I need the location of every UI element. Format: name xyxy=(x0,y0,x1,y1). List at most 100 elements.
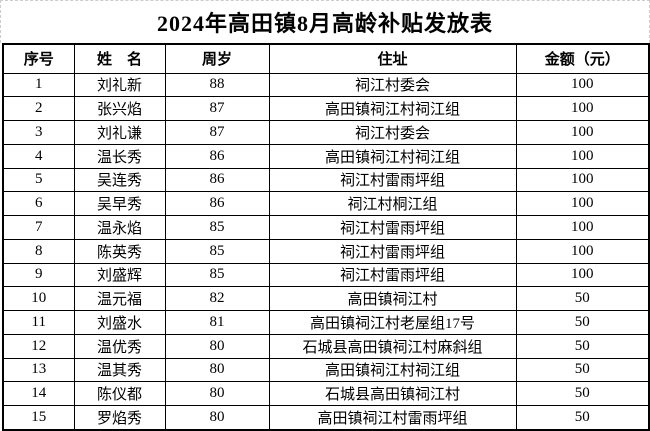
cell-name: 吴早秀 xyxy=(73,191,166,216)
cell-no: 9 xyxy=(2,262,75,288)
table-body: 1 刘礼新 88 祠江村委会 100 2 张兴焰 87 高田镇祠江村祠江组 100 3 刘礼谦 87 祠江… xyxy=(2,72,650,431)
cell-address: 高田镇祠江村祠江组 xyxy=(268,357,517,383)
cell-address: 高田镇祠江村祠江组 xyxy=(268,143,517,169)
cell-amount: 100 xyxy=(515,143,650,169)
cell-no: 7 xyxy=(2,215,75,240)
cell-amount: 100 xyxy=(515,191,650,216)
table-row: 9 刘盛辉 85 祠江村雷雨坪组 100 xyxy=(2,262,650,288)
cell-amount: 100 xyxy=(515,120,650,145)
cell-age: 85 xyxy=(164,215,270,240)
cell-no: 6 xyxy=(2,191,75,216)
cell-age: 85 xyxy=(164,238,270,264)
cell-amount: 100 xyxy=(515,215,650,240)
cell-address: 祠江村雷雨坪组 xyxy=(268,238,517,264)
cell-age: 85 xyxy=(164,262,270,288)
cell-amount: 50 xyxy=(515,286,650,311)
table-row: 3 刘礼谦 87 祠江村委会 100 xyxy=(2,120,650,145)
cell-amount: 50 xyxy=(515,405,650,431)
cell-name: 温长秀 xyxy=(73,143,166,169)
subsidy-table: 序号 姓 名 周岁 住址 金额（元） 1 刘礼新 88 祠江村委会 100 2 张兴焰 87 高… xyxy=(2,43,650,431)
cell-address: 祠江村委会 xyxy=(268,72,517,98)
cell-no: 13 xyxy=(2,357,75,383)
table-row: 13 温其秀 80 高田镇祠江村祠江组 50 xyxy=(2,357,650,383)
cell-age: 82 xyxy=(164,286,270,311)
cell-age: 86 xyxy=(164,143,270,169)
cell-address: 祠江村委会 xyxy=(268,120,517,145)
cell-no: 14 xyxy=(2,381,75,406)
column-header-name: 姓 名 xyxy=(73,43,166,74)
cell-name: 张兴焰 xyxy=(73,96,166,121)
table-row: 6 吴早秀 86 祠江村桐江组 100 xyxy=(2,191,650,216)
cell-name: 刘礼新 xyxy=(73,72,166,98)
cell-age: 81 xyxy=(164,310,270,335)
cell-name: 温其秀 xyxy=(73,357,166,383)
cell-no: 12 xyxy=(2,333,75,359)
cell-age: 86 xyxy=(164,167,270,193)
cell-name: 吴连秀 xyxy=(73,167,166,193)
table-row: 14 陈仪都 80 石城县高田镇祠江村 50 xyxy=(2,381,650,406)
column-header-age: 周岁 xyxy=(164,43,270,74)
cell-no: 11 xyxy=(2,310,75,335)
cell-age: 88 xyxy=(164,72,270,98)
page-title: 2024年高田镇8月高龄补贴发放表 xyxy=(156,11,493,36)
column-header-amount: 金额（元） xyxy=(515,43,650,74)
cell-address: 祠江村雷雨坪组 xyxy=(268,262,517,288)
cell-address: 高田镇祠江村 xyxy=(268,286,517,311)
column-header-no: 序号 xyxy=(2,43,75,74)
table-row: 12 温优秀 80 石城县高田镇祠江村麻斜组 50 xyxy=(2,333,650,359)
cell-no: 2 xyxy=(2,96,75,121)
cell-age: 80 xyxy=(164,405,270,431)
cell-amount: 50 xyxy=(515,357,650,383)
table-row: 2 张兴焰 87 高田镇祠江村祠江组 100 xyxy=(2,96,650,121)
cell-age: 87 xyxy=(164,120,270,145)
table-row: 5 吴连秀 86 祠江村雷雨坪组 100 xyxy=(2,167,650,193)
table-row: 15 罗焰秀 80 高田镇祠江村雷雨坪组 50 xyxy=(2,405,650,431)
column-header-address: 住址 xyxy=(268,43,517,74)
cell-name: 温永焰 xyxy=(73,215,166,240)
cell-amount: 100 xyxy=(515,96,650,121)
cell-no: 4 xyxy=(2,143,75,169)
cell-address: 祠江村雷雨坪组 xyxy=(268,167,517,193)
cell-amount: 100 xyxy=(515,72,650,98)
table-row: 8 陈英秀 85 祠江村雷雨坪组 100 xyxy=(2,238,650,264)
cell-no: 8 xyxy=(2,238,75,264)
cell-amount: 100 xyxy=(515,238,650,264)
table-row: 10 温元福 82 高田镇祠江村 50 xyxy=(2,286,650,311)
table-title-cell: 2024年高田镇8月高龄补贴发放表 xyxy=(0,0,650,43)
cell-no: 10 xyxy=(2,286,75,311)
cell-address: 高田镇祠江村祠江组 xyxy=(268,96,517,121)
cell-no: 3 xyxy=(2,120,75,145)
cell-name: 刘盛辉 xyxy=(73,262,166,288)
cell-age: 87 xyxy=(164,96,270,121)
table-row: 11 刘盛水 81 高田镇祠江村老屋组17号 50 xyxy=(2,310,650,335)
cell-name: 陈仪都 xyxy=(73,381,166,406)
cell-address: 石城县高田镇祠江村 xyxy=(268,381,517,406)
cell-amount: 100 xyxy=(515,167,650,193)
cell-amount: 50 xyxy=(515,310,650,335)
cell-address: 石城县高田镇祠江村麻斜组 xyxy=(268,333,517,359)
cell-no: 5 xyxy=(2,167,75,193)
cell-age: 80 xyxy=(164,381,270,406)
cell-address: 高田镇祠江村雷雨坪组 xyxy=(268,405,517,431)
cell-address: 高田镇祠江村老屋组17号 xyxy=(268,310,517,335)
cell-amount: 100 xyxy=(515,262,650,288)
table-row: 7 温永焰 85 祠江村雷雨坪组 100 xyxy=(2,215,650,240)
cell-amount: 50 xyxy=(515,333,650,359)
cell-address: 祠江村桐江组 xyxy=(268,191,517,216)
cell-name: 刘礼谦 xyxy=(73,120,166,145)
header-row: 序号 姓 名 周岁 住址 金额（元） xyxy=(2,43,650,74)
cell-no: 1 xyxy=(2,72,75,98)
cell-no: 15 xyxy=(2,405,75,431)
cell-name: 刘盛水 xyxy=(73,310,166,335)
cell-name: 温元福 xyxy=(73,286,166,311)
cell-name: 陈英秀 xyxy=(73,238,166,264)
cell-address: 祠江村雷雨坪组 xyxy=(268,215,517,240)
cell-name: 温优秀 xyxy=(73,333,166,359)
cell-amount: 50 xyxy=(515,381,650,406)
cell-age: 80 xyxy=(164,333,270,359)
cell-name: 罗焰秀 xyxy=(73,405,166,431)
table-row: 4 温长秀 86 高田镇祠江村祠江组 100 xyxy=(2,143,650,169)
table-row: 1 刘礼新 88 祠江村委会 100 xyxy=(2,72,650,98)
cell-age: 86 xyxy=(164,191,270,216)
